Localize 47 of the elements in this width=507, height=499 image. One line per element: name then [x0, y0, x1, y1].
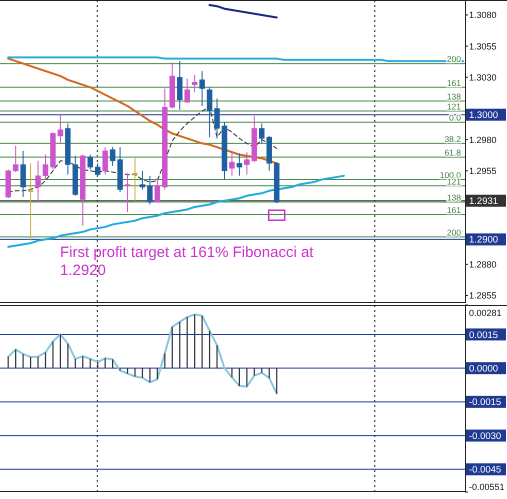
- annotation: 0.0: [449, 112, 462, 123]
- y-tick-label: 1.2931: [469, 196, 498, 208]
- candlestick: [199, 70, 205, 106]
- y-tick-label: 1.3080: [469, 10, 497, 20]
- candlestick: [176, 60, 182, 110]
- annotation: 138: [446, 92, 462, 102]
- y-tick-label: 1.2955: [469, 166, 497, 176]
- y-tick-label: -0.0030: [469, 430, 502, 442]
- y-tick-label: 1.3000: [469, 110, 498, 122]
- annotation: 61.8: [444, 148, 462, 158]
- y-tick-label: 0.0015: [469, 330, 498, 341]
- candlestick: [28, 162, 34, 242]
- y-tick-label: 0.00281: [469, 308, 502, 318]
- line-series: [7, 174, 345, 248]
- candlestick: [87, 154, 93, 170]
- y-tick-label: -0.0045: [469, 464, 502, 476]
- candlestick: [132, 156, 138, 202]
- y-tick-label: -0.0015: [469, 397, 502, 408]
- candlestick: [94, 162, 100, 176]
- candlestick: [259, 122, 265, 144]
- candlestick: [102, 146, 108, 176]
- annotation: 138: [446, 192, 462, 202]
- candlestick: [229, 152, 235, 176]
- y-tick-label: 1.3055: [469, 41, 497, 52]
- annotation: 38.2: [444, 134, 462, 144]
- y-tick-label: 1.2980: [469, 134, 497, 145]
- annotation: 121: [446, 101, 462, 112]
- candlestick: [12, 145, 18, 173]
- candlestick: [192, 74, 198, 93]
- annotation: 161: [446, 78, 462, 88]
- candlestick: [154, 178, 160, 202]
- line-series: [208, 4, 278, 18]
- candlestick: [124, 172, 130, 212]
- candlestick: [236, 152, 242, 176]
- y-tick-label: 1.2855: [469, 290, 497, 301]
- candlestick: [244, 152, 250, 176]
- y-tick-label: -0.00551: [469, 482, 505, 492]
- annotation: 161: [446, 204, 462, 215]
- annotation: First profit target at 161% Fibonacci at 1.2920: [60, 244, 314, 279]
- candlestick: [184, 78, 190, 103]
- line-series: [7, 58, 278, 164]
- y-tick-label: 1.3030: [469, 72, 497, 82]
- annotation: 200: [446, 227, 462, 238]
- y-tick-label: 1.2900: [469, 234, 498, 246]
- candlestick: [20, 150, 26, 198]
- y-tick-label: 0.0000: [469, 363, 498, 374]
- y-tick-label: 1.2880: [469, 259, 497, 270]
